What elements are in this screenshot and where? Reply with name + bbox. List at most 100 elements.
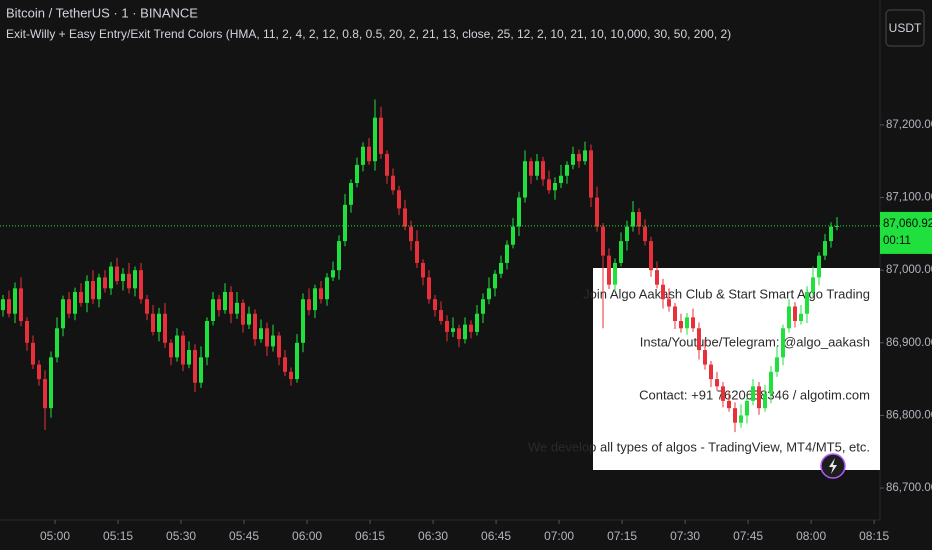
candle-body <box>169 342 173 358</box>
candle-body <box>103 277 107 289</box>
candle-body <box>583 150 587 162</box>
candle-body <box>511 226 515 245</box>
candle-body <box>595 197 599 227</box>
currency-button-label[interactable]: USDT <box>889 21 922 35</box>
candle-body <box>277 335 281 358</box>
candle-body <box>223 291 227 311</box>
candle-body <box>199 357 203 383</box>
candle-body <box>235 302 239 314</box>
candle-body <box>331 270 335 278</box>
candle-body <box>565 164 569 176</box>
candle-body <box>793 306 797 322</box>
x-tick-label: 08:15 <box>859 529 889 543</box>
promo-background <box>593 268 880 470</box>
candle-body <box>745 400 749 416</box>
candle-body <box>415 241 419 263</box>
candle-body <box>667 299 671 307</box>
candle-body <box>163 313 167 343</box>
candle-body <box>823 241 827 256</box>
candle-body <box>307 299 311 311</box>
candle-body <box>55 328 59 358</box>
candle-body <box>397 190 401 209</box>
candle-body <box>367 146 371 162</box>
y-tick-label: 86,900.00 <box>886 337 932 349</box>
y-tick-label: 87,200.00 <box>886 119 932 131</box>
candle-body <box>283 357 287 372</box>
candle-body <box>43 379 47 409</box>
x-tick-label: 05:30 <box>166 529 196 543</box>
candle-body <box>733 408 737 423</box>
x-tick-label: 06:30 <box>418 529 448 543</box>
candle-body <box>763 393 767 409</box>
x-tick-label: 07:30 <box>670 529 700 543</box>
candle-body <box>487 288 491 300</box>
candle-body <box>721 386 725 401</box>
candle-body <box>541 161 545 180</box>
candle-body <box>205 321 209 358</box>
countdown-label: 00:11 <box>883 235 911 247</box>
candle-body <box>343 204 347 242</box>
candle-body <box>535 161 539 176</box>
candle-body <box>715 379 719 387</box>
candle-body <box>265 328 269 347</box>
candle-body <box>439 310 443 322</box>
x-tick-label: 07:00 <box>544 529 574 543</box>
x-tick-label: 07:45 <box>733 529 763 543</box>
candle-body <box>253 313 257 340</box>
currency-button[interactable] <box>885 9 925 47</box>
candle-body <box>409 226 413 242</box>
candle-body <box>787 306 791 329</box>
candle-body <box>505 244 509 263</box>
candle-body <box>523 161 527 198</box>
candle-body <box>571 153 575 165</box>
candle-body <box>1 299 5 311</box>
candle-body <box>85 281 89 303</box>
candle-body <box>217 299 221 311</box>
candle-body <box>115 266 119 282</box>
candle-body <box>133 270 137 289</box>
candle-body <box>619 241 623 263</box>
candle-body <box>289 371 293 380</box>
candle-body <box>127 273 131 289</box>
candle-body <box>61 299 65 329</box>
candle-body <box>661 284 665 300</box>
candle-body <box>271 335 275 347</box>
candle-body <box>607 255 611 285</box>
candle-body <box>613 262 617 285</box>
candle-body <box>247 313 251 325</box>
candle-body <box>7 299 11 314</box>
candle-body <box>529 161 533 176</box>
x-tick-label: 06:00 <box>292 529 322 543</box>
candle-body <box>481 299 485 314</box>
candle-body <box>463 324 467 340</box>
candle-body <box>79 291 83 303</box>
candle-body <box>475 313 479 332</box>
candle-body <box>13 288 17 314</box>
candle-body <box>469 324 473 332</box>
candle-body <box>97 277 101 300</box>
overlay: Bitcoin / TetherUS · 1 · BINANCE Exit-Wi… <box>0 5 932 543</box>
promo-line: Join Algo Aakash Club & Start Smart Algo… <box>583 286 870 301</box>
candle-body <box>499 262 503 274</box>
candle-body <box>181 335 185 365</box>
x-tick-label: 07:15 <box>607 529 637 543</box>
candle-body <box>355 164 359 184</box>
candle-body <box>703 350 707 365</box>
candle-body <box>691 317 695 329</box>
candle-body <box>775 357 779 372</box>
candle-body <box>379 117 383 154</box>
candle-body <box>781 328 785 358</box>
candle-body <box>31 342 35 365</box>
candle-body <box>193 350 197 383</box>
candle-body <box>109 266 113 289</box>
candle-body <box>421 262 425 278</box>
candle-body <box>433 299 437 311</box>
candle-body <box>385 153 389 176</box>
candle-body <box>337 241 341 271</box>
candle-body <box>559 175 563 184</box>
candle-body <box>739 415 743 423</box>
candle-body <box>373 117 377 162</box>
candle-body <box>829 226 833 242</box>
candle-body <box>799 313 803 322</box>
